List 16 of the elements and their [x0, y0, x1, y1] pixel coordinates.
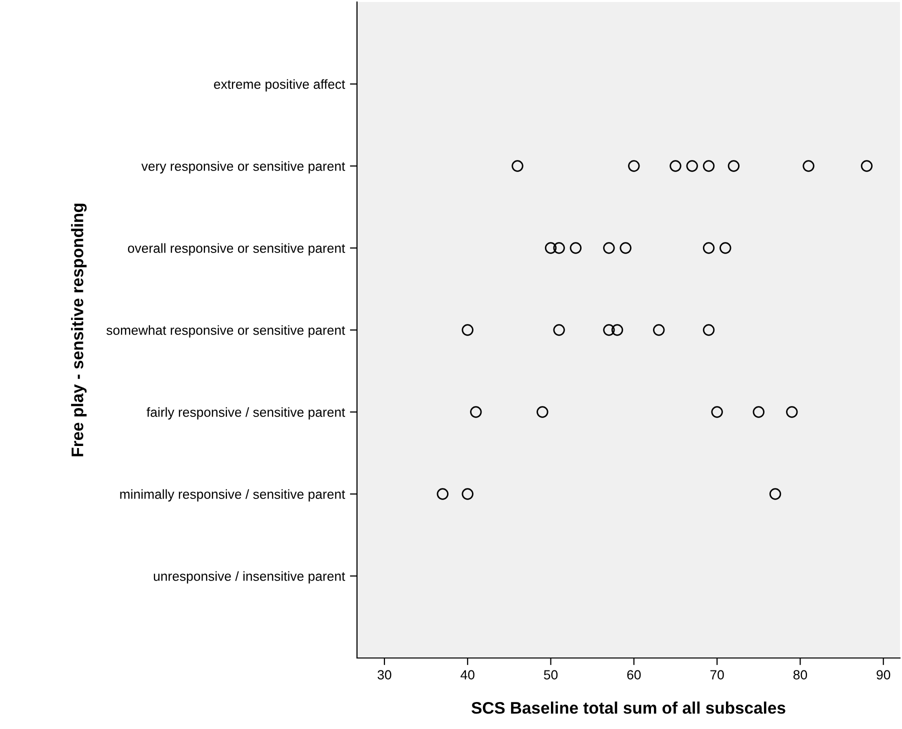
y-tick-label: minimally responsive / sensitive parent [120, 489, 346, 502]
x-tick-label: 70 [710, 670, 724, 680]
x-tick-label: 80 [793, 670, 808, 680]
y-tick-label: somewhat responsive or sensitive parent [106, 325, 346, 338]
y-tick-label: extreme positive affect [214, 79, 346, 92]
x-axis-title: SCS Baseline total sum of all subscales [472, 702, 786, 714]
x-tick-label: 30 [378, 670, 392, 680]
x-tick-label: 90 [876, 670, 890, 680]
y-tick-label: very responsive or sensitive parent [141, 161, 346, 174]
x-tick-label: 50 [544, 670, 558, 680]
x-tick-label: 40 [460, 670, 474, 680]
y-axis-title: Free play - sensitive responding [71, 204, 87, 456]
y-tick-label: fairly responsive / sensitive parent [146, 407, 346, 420]
x-tick-label: 60 [627, 670, 641, 680]
y-tick-label: overall responsive or sensitive parent [128, 243, 346, 256]
y-tick-label: unresponsive / insensitive parent [154, 571, 346, 584]
